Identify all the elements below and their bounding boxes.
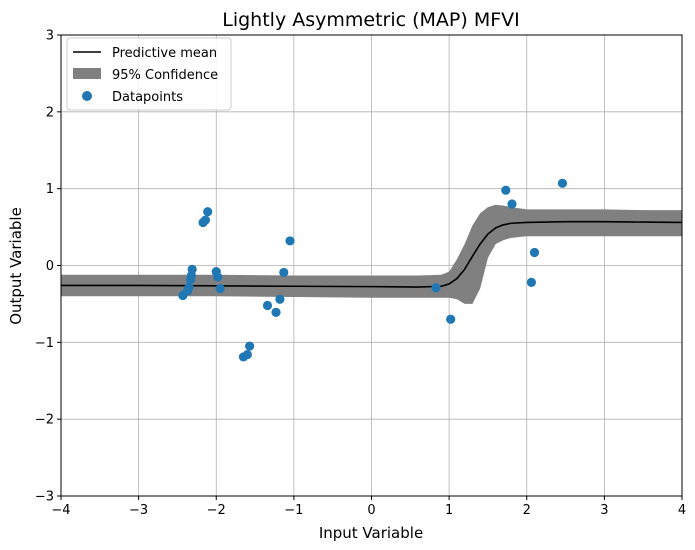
legend: Predictive mean 95% Confidence Datapoint… [66, 37, 232, 111]
x-tick-label: 0 [367, 503, 375, 518]
x-tick-label: 3 [600, 503, 608, 518]
datapoint [187, 264, 197, 274]
y-tick-label: 2 [46, 105, 54, 120]
y-tick-label: −2 [35, 413, 54, 428]
legend-item-mean: Predictive mean [112, 46, 217, 61]
datapoint [285, 236, 295, 246]
y-tick-label: −1 [35, 336, 54, 351]
datapoint [203, 207, 213, 217]
x-tick-label: 2 [523, 503, 531, 518]
legend-item-points: Datapoints [112, 90, 183, 105]
datapoint [275, 294, 285, 304]
y-tick-label: 0 [46, 259, 54, 274]
x-tick-label: −1 [284, 503, 303, 518]
datapoint [184, 282, 194, 292]
x-tick-label: 1 [445, 503, 453, 518]
datapoint [557, 178, 568, 188]
datapoint [279, 267, 289, 278]
x-tick-label: 4 [678, 503, 686, 518]
datapoint [446, 314, 456, 324]
y-tick-label: 3 [46, 29, 54, 44]
datapoint [507, 199, 517, 209]
datapoint [213, 272, 223, 282]
y-axis-ticks: −3 −2 −1 0 1 2 3 [35, 29, 61, 505]
datapoint [529, 247, 540, 258]
legend-points-swatch [82, 91, 92, 101]
x-tick-label: −3 [129, 503, 148, 518]
datapoint [526, 277, 537, 288]
datapoint [242, 350, 252, 360]
datapoints-layer [178, 178, 568, 362]
x-tick-label: −4 [51, 503, 70, 518]
datapoint [200, 215, 210, 225]
grid [60, 34, 683, 497]
chart-title: Lightly Asymmetric (MAP) MFVI [222, 9, 520, 31]
mean-line-layer [61, 220, 683, 288]
x-axis-label: Input Variable [319, 524, 423, 542]
legend-item-band: 95% Confidence [112, 68, 218, 83]
datapoint [431, 283, 441, 293]
datapoint [262, 300, 273, 311]
legend-box [66, 37, 232, 111]
datapoint [501, 185, 511, 195]
predictive-mean-line [61, 220, 683, 288]
y-tick-label: 1 [46, 182, 54, 197]
x-axis-ticks: −4 −3 −2 −1 0 1 2 3 4 [51, 496, 686, 518]
datapoint [271, 307, 281, 317]
datapoint [245, 341, 255, 351]
x-tick-label: −2 [207, 503, 226, 518]
legend-band-swatch [73, 68, 101, 79]
y-tick-label: −3 [35, 490, 54, 505]
y-axis-label: Output Variable [7, 207, 25, 325]
datapoint [215, 283, 225, 294]
